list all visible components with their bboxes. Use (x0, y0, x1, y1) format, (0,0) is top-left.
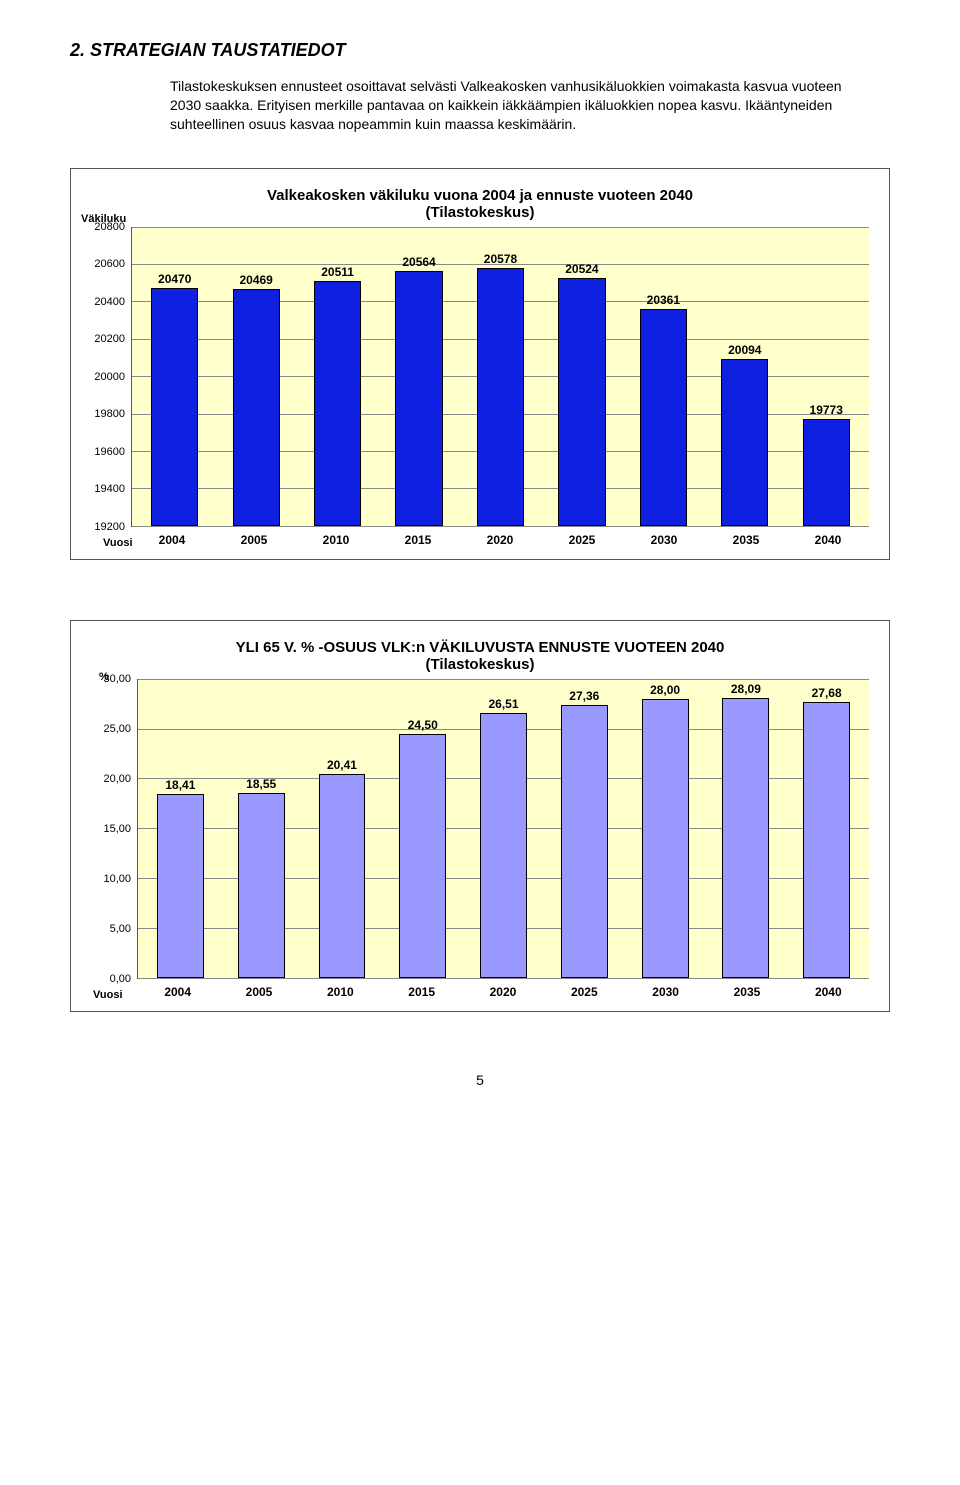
chart1-bar-value-label: 20469 (239, 273, 272, 287)
chart2-bar-col: 28,00 (625, 679, 706, 978)
chart1-bar-col: 20470 (134, 227, 215, 526)
chart2-xtick: 2040 (788, 985, 869, 999)
chart1-bar (803, 419, 850, 526)
chart2-xtick: 2035 (706, 985, 787, 999)
chart2-xtick: 2004 (137, 985, 218, 999)
chart1-bar-col: 20094 (704, 227, 785, 526)
chart1-bar-col: 20524 (541, 227, 622, 526)
chart1-plot-area: 20470 20469 20511 20564 20578 20524 20361 20094… (131, 227, 869, 527)
chart2-bar (157, 794, 204, 977)
chart1-xtick: 2015 (377, 533, 459, 547)
chart1-bar-value-label: 20524 (565, 262, 598, 276)
chart1-bar (151, 288, 198, 525)
chart1-bar (721, 359, 768, 526)
chart1-title-line2: (Tilastokeskus) (91, 204, 869, 221)
chart2-xtick: 2025 (544, 985, 625, 999)
chart2-bar-col: 26,51 (463, 679, 544, 978)
chart2-bar-col: 27,68 (786, 679, 867, 978)
population-chart: Valkeakosken väkiluku vuona 2004 ja ennu… (70, 168, 890, 560)
chart2-bar-value-label: 28,00 (650, 683, 680, 697)
chart1-bar-col: 19773 (786, 227, 867, 526)
chart2-bar (561, 705, 608, 978)
chart2-bar-col: 18,55 (221, 679, 302, 978)
chart2-x-label: Vuosi (93, 989, 123, 1001)
chart1-xtick: 2020 (459, 533, 541, 547)
intro-paragraph: Tilastokeskuksen ennusteet osoittavat se… (170, 77, 860, 134)
chart2-xtick: 2005 (218, 985, 299, 999)
chart2-bar-col: 24,50 (382, 679, 463, 978)
chart1-bar-value-label: 20094 (728, 343, 761, 357)
chart1-bar-col: 20578 (460, 227, 541, 526)
chart2-bar-col: 27,36 (544, 679, 625, 978)
chart1-xtick: 2040 (787, 533, 869, 547)
chart1-bar-col: 20564 (378, 227, 459, 526)
section-heading: 2. STRATEGIAN TAUSTATIEDOT (70, 40, 890, 61)
chart2-bar (319, 774, 366, 977)
chart1-bar (640, 309, 687, 526)
chart2-x-axis: 200420052010201520202025203020352040 (137, 985, 869, 999)
chart1-xtick: 2004 (131, 533, 213, 547)
chart1-y-label: Väkiluku (81, 213, 126, 225)
chart1-bar (558, 278, 605, 525)
chart2-bar-value-label: 20,41 (327, 758, 357, 772)
chart1-x-axis: 200420052010201520202025203020352040 (131, 533, 869, 547)
chart1-bar-col: 20511 (297, 227, 378, 526)
chart2-xtick: 2010 (300, 985, 381, 999)
chart2-bar-value-label: 28,09 (731, 682, 761, 696)
chart2-bar-col: 18,41 (140, 679, 221, 978)
chart2-title-line2: (Tilastokeskus) (91, 656, 869, 673)
chart1-xtick: 2030 (623, 533, 705, 547)
chart2-bar (238, 793, 285, 978)
chart1-bar-value-label: 20578 (484, 252, 517, 266)
chart1-xtick: 2025 (541, 533, 623, 547)
chart1-bar-col: 20469 (215, 227, 296, 526)
chart2-bar-value-label: 27,36 (569, 689, 599, 703)
chart1-bar (314, 281, 361, 526)
chart2-y-label: % (99, 671, 109, 683)
chart2-bar (480, 713, 527, 977)
chart1-xtick: 2010 (295, 533, 377, 547)
chart2-bar-value-label: 26,51 (489, 697, 519, 711)
chart2-bar-col: 28,09 (705, 679, 786, 978)
chart2-bar (722, 698, 769, 978)
chart1-bar-col: 20361 (623, 227, 704, 526)
chart1-bar (395, 271, 442, 526)
chart2-bar (642, 699, 689, 978)
chart2-bar-value-label: 18,41 (165, 778, 195, 792)
chart1-bar (233, 289, 280, 526)
chart2-xtick: 2030 (625, 985, 706, 999)
chart2-y-axis: 30,0025,0020,0015,0010,005,000,00 (91, 679, 137, 979)
chart1-bar-value-label: 20470 (158, 272, 191, 286)
chart2-title-line1: YLI 65 V. % -OSUUS VLK:n VÄKILUVUSTA ENN… (91, 639, 869, 656)
chart2-bar (399, 734, 446, 978)
chart2-xtick: 2020 (462, 985, 543, 999)
chart1-x-label: Vuosi (103, 537, 133, 549)
chart2-bar (803, 702, 850, 978)
chart1-xtick: 2005 (213, 533, 295, 547)
chart1-bar-value-label: 20511 (321, 265, 354, 279)
chart1-bar (477, 268, 524, 526)
page-number: 5 (70, 1072, 890, 1088)
chart2-bar-col: 20,41 (302, 679, 383, 978)
chart1-xtick: 2035 (705, 533, 787, 547)
percent-chart: YLI 65 V. % -OSUUS VLK:n VÄKILUVUSTA ENN… (70, 620, 890, 1012)
chart1-y-axis: 2080020600204002020020000198001960019400… (91, 227, 131, 527)
chart2-plot-area: 18,41 18,55 20,41 24,50 26,51 27,36 28,00 28,09… (137, 679, 869, 979)
chart1-bar-value-label: 20361 (647, 293, 680, 307)
chart1-bar-value-label: 20564 (402, 255, 435, 269)
chart2-bar-value-label: 24,50 (408, 718, 438, 732)
chart2-xtick: 2015 (381, 985, 462, 999)
chart2-bar-value-label: 27,68 (812, 686, 842, 700)
chart1-title-line1: Valkeakosken väkiluku vuona 2004 ja ennu… (91, 187, 869, 204)
chart2-bar-value-label: 18,55 (246, 777, 276, 791)
chart1-bar-value-label: 19773 (810, 403, 843, 417)
